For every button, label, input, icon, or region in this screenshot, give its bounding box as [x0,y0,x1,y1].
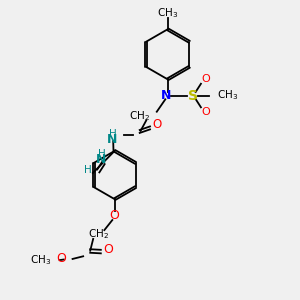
Text: O: O [201,74,210,84]
Text: CH$_3$: CH$_3$ [217,88,238,102]
Text: S: S [188,88,198,103]
Text: N: N [96,153,106,166]
Text: H: H [109,129,117,139]
Text: CH$_2$: CH$_2$ [88,228,109,242]
Text: N: N [106,133,117,146]
Text: H: H [98,149,106,159]
Text: O: O [201,107,210,117]
Text: O: O [153,118,162,130]
Text: CH$_3$: CH$_3$ [30,253,51,267]
Text: O: O [103,243,113,256]
Text: CH$_3$: CH$_3$ [157,6,178,20]
Text: N: N [161,89,171,102]
Text: O: O [110,209,120,222]
Text: H: H [84,165,92,175]
Text: O: O [56,252,66,265]
Text: CH$_2$: CH$_2$ [129,109,150,123]
